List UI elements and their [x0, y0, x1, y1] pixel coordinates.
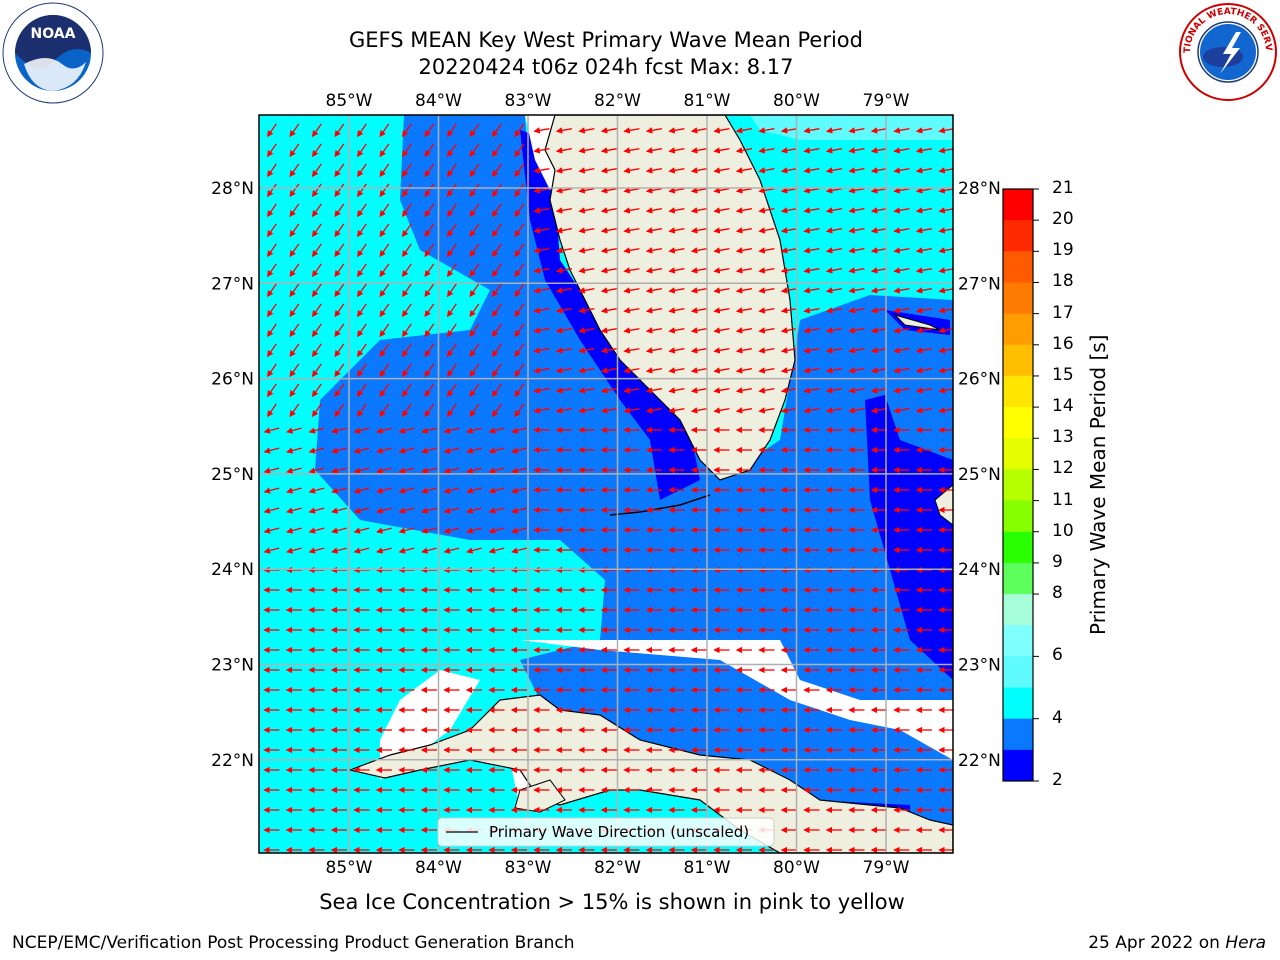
- lon-tick-label-bottom: 81°W: [684, 858, 731, 878]
- colorbar-tick-label: 15: [1052, 364, 1074, 385]
- footer-machine: Hera: [1225, 933, 1266, 953]
- lon-tick-label-bottom: 84°W: [415, 858, 462, 878]
- colorbar-cell: [1003, 344, 1033, 377]
- colorbar-cell: [1003, 562, 1033, 595]
- lat-tick-label-right: 28°N: [958, 179, 1000, 199]
- colorbar-tick-label: 12: [1052, 458, 1074, 479]
- lat-tick-label-right: 26°N: [958, 370, 1000, 390]
- wave-period-map: 85°W 84°W 83°W 82°W 81°W 80°W 79°W 85°W 84°W 83°…: [211, 91, 1000, 878]
- lat-tick-label-left: 23°N: [211, 656, 254, 676]
- colorbar-cell: [1003, 625, 1033, 657]
- colorbar: [1002, 188, 1039, 782]
- colorbar-cell: [1003, 189, 1033, 221]
- sea-ice-note: Sea Ice Concentration > 15% is shown in …: [319, 890, 905, 914]
- lat-tick-label-left: 24°N: [211, 560, 254, 580]
- colorbar-cell: [1003, 656, 1033, 689]
- footer-date: 25 Apr 2022 on Hera: [1088, 933, 1266, 953]
- lon-tick-label-top: 81°W: [684, 91, 731, 111]
- noaa-logo-text: NOAA: [31, 26, 76, 42]
- colorbar-cell: [1003, 500, 1033, 533]
- lat-tick-label-right: 22°N: [958, 751, 1000, 771]
- lon-tick-label-top: 80°W: [773, 91, 820, 111]
- colorbar-tick-label: 4: [1052, 707, 1063, 728]
- colorbar-tick-label: 2: [1052, 770, 1063, 790]
- colorbar-tick-label: 10: [1052, 520, 1074, 541]
- colorbar-tick-label: 9: [1052, 551, 1063, 572]
- lat-tick-label-left: 22°N: [211, 751, 254, 771]
- lon-tick-label-top: 83°W: [505, 91, 552, 111]
- colorbar-tick-label: 6: [1052, 645, 1063, 666]
- nws-logo: NATIONAL WEATHER SERVICE: [1178, 2, 1277, 101]
- wave-direction-arrows: [263, 123, 953, 853]
- colorbar-cell: [1003, 438, 1033, 470]
- lat-tick-label-left: 25°N: [211, 465, 254, 485]
- colorbar-title: Primary Wave Mean Period [s]: [1086, 334, 1110, 636]
- lat-tick-label-right: 27°N: [958, 274, 1000, 294]
- colorbar-cell: [1003, 251, 1033, 283]
- colorbar-cell: [1003, 469, 1033, 502]
- colorbar-tick-label: 18: [1052, 271, 1074, 292]
- colorbar-tick-label: 17: [1052, 302, 1074, 323]
- colorbar-cell: [1003, 531, 1033, 564]
- lat-tick-label-left: 26°N: [211, 370, 254, 390]
- colorbar-tick-label: 8: [1052, 583, 1063, 604]
- colorbar-tick-label: 21: [1052, 178, 1074, 198]
- lon-tick-label-bottom: 83°W: [505, 858, 552, 878]
- title-line-1: GEFS MEAN Key West Primary Wave Mean Per…: [349, 28, 863, 52]
- lon-tick-label-top: 84°W: [415, 91, 462, 111]
- lat-tick-label-left: 27°N: [211, 274, 254, 294]
- map-gridlines: [259, 115, 953, 853]
- colorbar-tick-label: 11: [1052, 489, 1074, 510]
- map-frame: [258, 114, 954, 854]
- lat-tick-label-left: 28°N: [211, 179, 254, 199]
- colorbar-cell: [1003, 749, 1033, 782]
- colorbar-tick-label: 19: [1052, 240, 1074, 261]
- period-band-2-4: [520, 130, 700, 500]
- lon-tick-label-bottom: 85°W: [326, 858, 373, 878]
- lon-tick-label-top: 85°W: [326, 91, 373, 111]
- colorbar-cell: [1003, 594, 1033, 626]
- lon-tick-label-top: 79°W: [863, 91, 910, 111]
- colorbar-tick-label: 16: [1052, 333, 1074, 354]
- noaa-logo: NOAA: [2, 2, 104, 104]
- colorbar-cell: [1003, 407, 1033, 439]
- legend-label: Primary Wave Direction (unscaled): [489, 823, 749, 841]
- colorbar-cell: [1003, 375, 1033, 408]
- lat-tick-label-right: 25°N: [958, 465, 1000, 485]
- colorbar-cell: [1003, 220, 1033, 252]
- colorbar-cell: [1003, 687, 1033, 720]
- colorbar-tick-label: 20: [1052, 209, 1074, 230]
- title-line-2: 20220424 t06z 024h fcst Max: 8.17: [418, 55, 794, 79]
- colorbar-tick-label: 13: [1052, 427, 1074, 448]
- lat-tick-label-right: 24°N: [958, 560, 1000, 580]
- footer-branch: NCEP/EMC/Verification Post Processing Pr…: [12, 933, 575, 953]
- colorbar-cell: [1003, 313, 1033, 346]
- map-legend: Primary Wave Direction (unscaled): [437, 817, 775, 847]
- lon-tick-label-bottom: 82°W: [594, 858, 641, 878]
- florida-land: [544, 115, 796, 481]
- colorbar-cell: [1003, 282, 1033, 315]
- colorbar-tick-label: 14: [1052, 396, 1074, 417]
- period-band-2-4: [865, 395, 953, 680]
- lon-tick-label-bottom: 79°W: [863, 858, 910, 878]
- lon-tick-label-bottom: 80°W: [773, 858, 820, 878]
- lon-tick-label-top: 82°W: [594, 91, 641, 111]
- colorbar-cell: [1003, 718, 1033, 751]
- lat-tick-label-right: 23°N: [958, 656, 1000, 676]
